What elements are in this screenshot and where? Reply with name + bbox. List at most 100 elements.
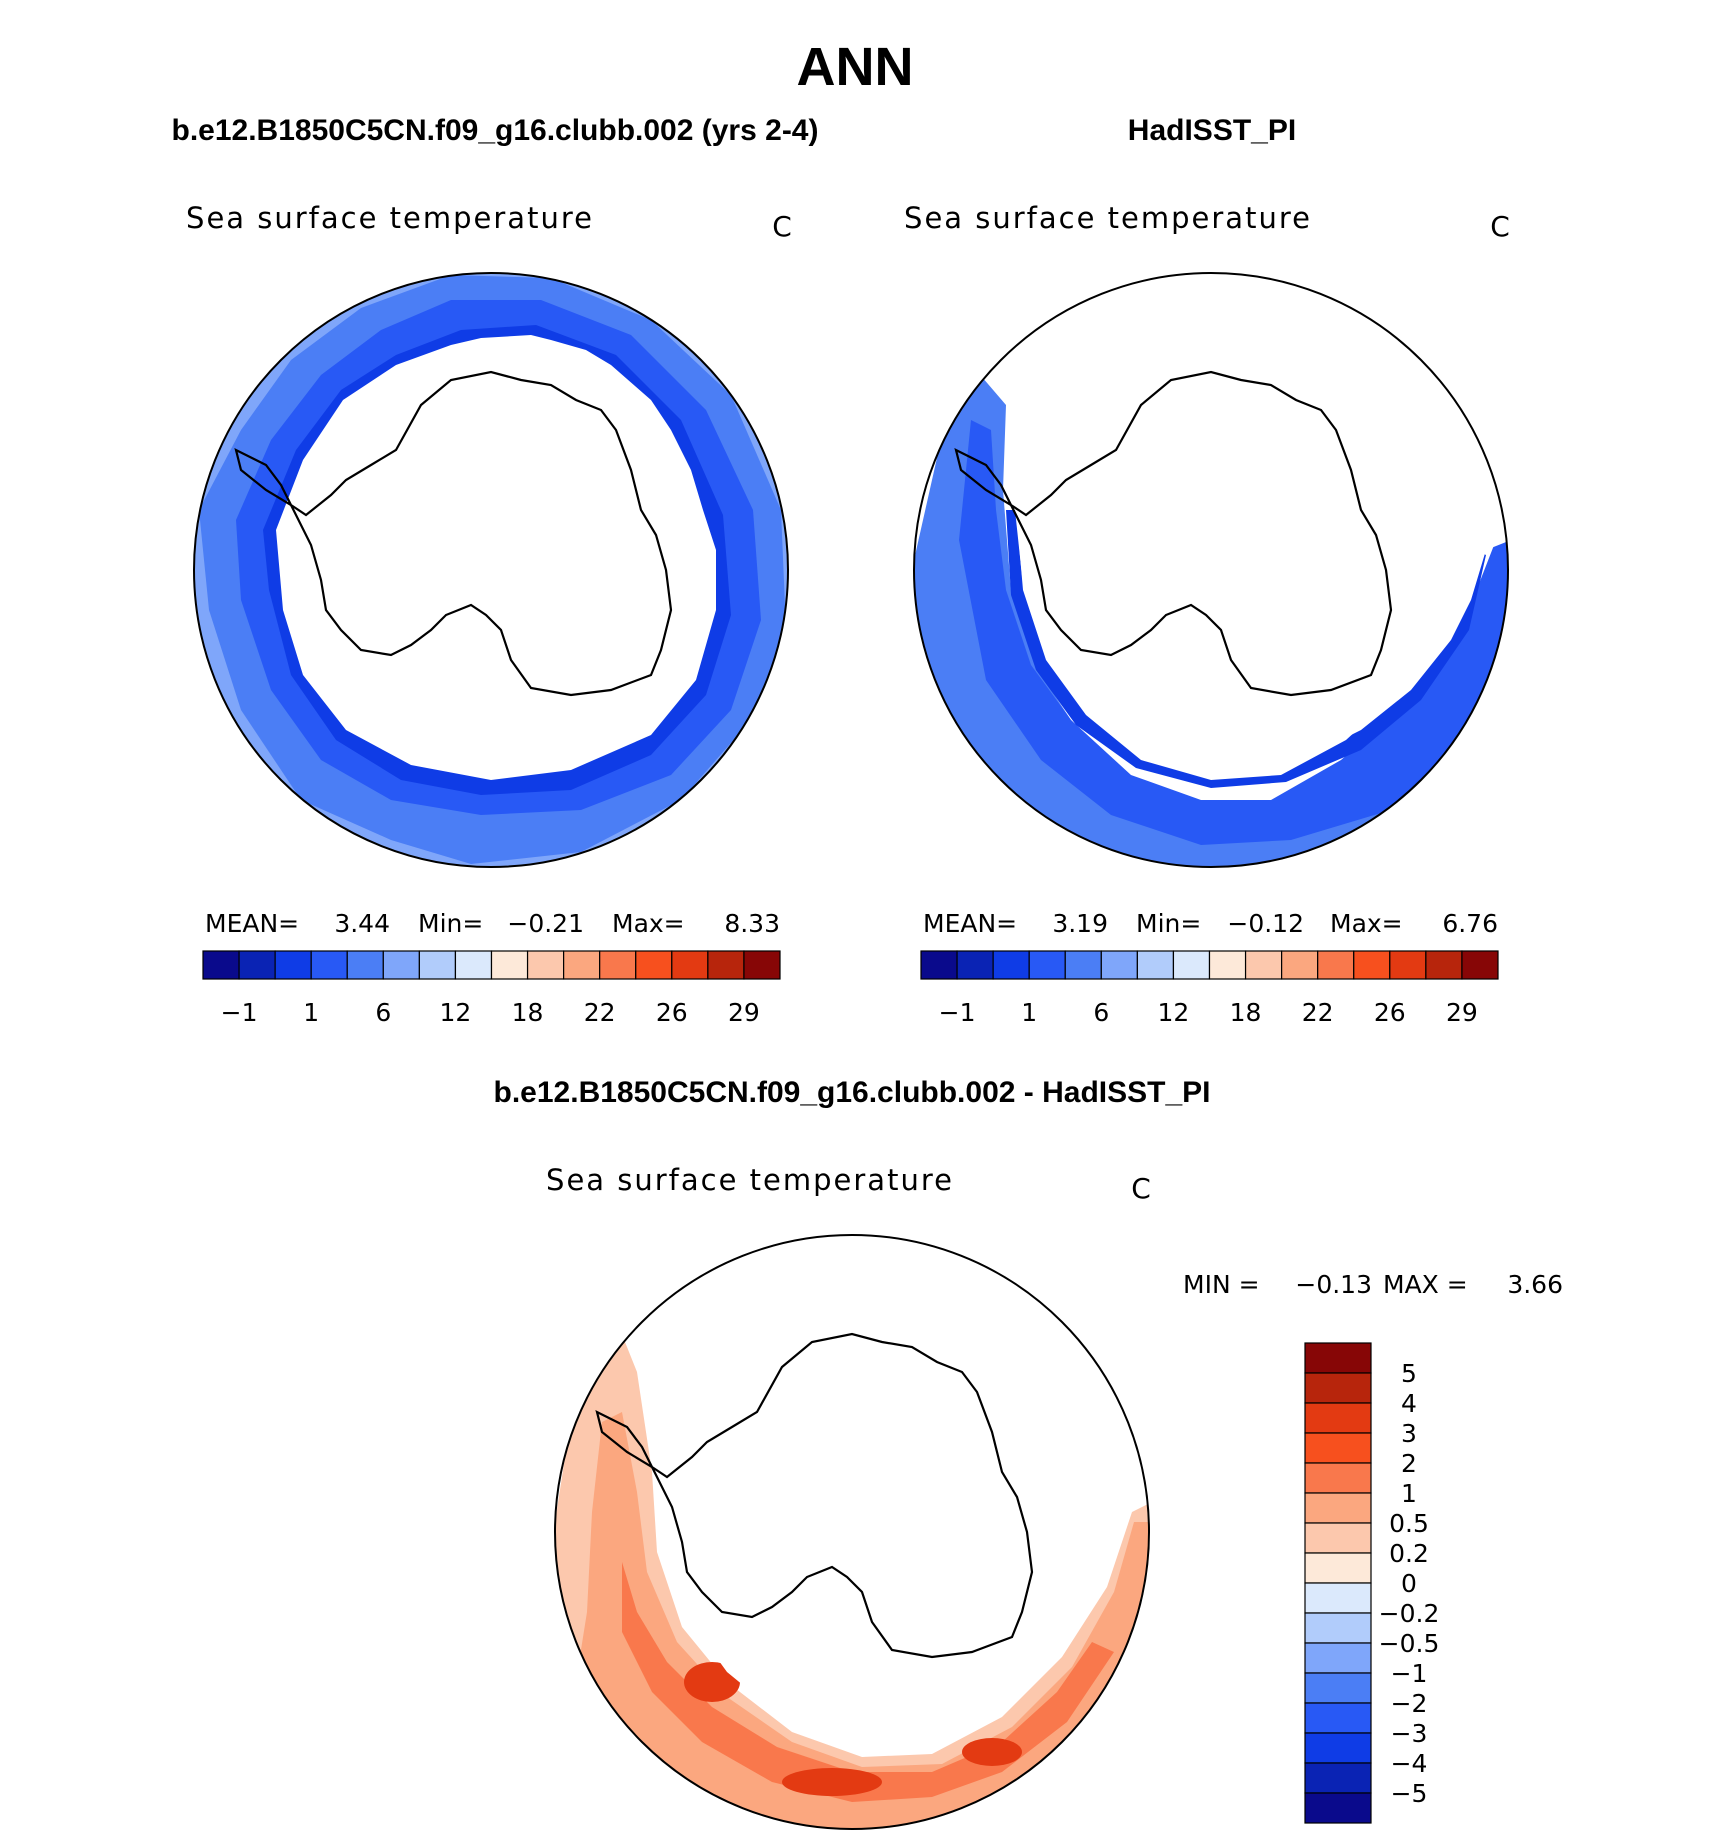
model-colorbar-swatch xyxy=(671,950,709,980)
obs-case-label: HadISST_PI xyxy=(1128,114,1296,147)
diff-map-hot-spot-south xyxy=(782,1768,882,1796)
diff-minmax: MIN = −0.13 MAX = 3.66 xyxy=(1183,1270,1563,1299)
diff-colorbar-tick-label: 3 xyxy=(1401,1419,1417,1448)
obs-max-value: 6.76 xyxy=(1442,909,1498,938)
obs-mean-label: MEAN= xyxy=(923,909,1017,938)
obs-colorbar-swatch xyxy=(1100,950,1138,980)
diff-colorbar-swatch xyxy=(1304,1762,1372,1794)
model-colorbar-swatch xyxy=(238,950,276,980)
model-mean-value: 3.44 xyxy=(334,909,390,938)
model-colorbar-tick-label: 6 xyxy=(375,998,391,1027)
model-units: C xyxy=(772,210,792,243)
diff-colorbar-swatch xyxy=(1304,1432,1372,1464)
model-map xyxy=(193,272,789,868)
obs-colorbar-swatch xyxy=(1281,950,1319,980)
obs-colorbar-swatch xyxy=(1317,950,1355,980)
diff-map-strong-field xyxy=(622,1562,1114,1802)
diff-colorbar-swatch xyxy=(1304,1612,1372,1644)
model-colorbar-tick-label: 18 xyxy=(512,998,544,1027)
model-colorbar-swatch xyxy=(202,950,240,980)
diff-colorbar-tick-label: 0.5 xyxy=(1389,1509,1429,1538)
obs-colorbar-tick-label: 18 xyxy=(1230,998,1262,1027)
model-colorbar-tick-label: 26 xyxy=(656,998,688,1027)
model-colorbar-swatch xyxy=(599,950,637,980)
obs-colorbar-tick-label: 26 xyxy=(1374,998,1406,1027)
diff-min-label: MIN = xyxy=(1183,1270,1260,1299)
obs-variable-title: Sea surface temperature xyxy=(904,201,1312,235)
obs-colorbar-tick-label: 6 xyxy=(1093,998,1109,1027)
diff-map-boundary xyxy=(554,1234,1150,1830)
obs-colorbar-swatch xyxy=(1172,950,1211,980)
model-colorbar-tick-label: 12 xyxy=(440,998,472,1027)
model-colorbar-swatch xyxy=(382,950,420,980)
diff-colorbar-tick-label: 1 xyxy=(1401,1479,1417,1508)
model-mean-label: MEAN= xyxy=(205,909,299,938)
model-colorbar-swatch xyxy=(563,950,601,980)
model-colorbar-swatch xyxy=(707,950,745,980)
diff-colorbar-swatch xyxy=(1304,1462,1372,1494)
model-colorbar-swatch xyxy=(310,950,348,980)
diff-colorbar-swatch xyxy=(1304,1792,1372,1824)
diff-colorbar-swatch xyxy=(1304,1492,1372,1524)
diff-colorbar-tick-label: −0.2 xyxy=(1379,1599,1440,1628)
model-colorbar-tick-label: 29 xyxy=(728,998,760,1027)
diff-max-label: MAX = xyxy=(1383,1270,1468,1299)
model-map-sea-ice-mask xyxy=(276,335,716,780)
diff-colorbar-tick-label: 5 xyxy=(1401,1359,1417,1388)
model-max-label: Max= xyxy=(612,909,685,938)
diff-colorbar-swatch xyxy=(1304,1402,1372,1434)
model-colorbar-tick-label: 1 xyxy=(303,998,319,1027)
model-max-value: 8.33 xyxy=(724,909,780,938)
model-colorbar-swatch xyxy=(454,950,493,980)
obs-units: C xyxy=(1490,210,1510,243)
obs-colorbar-tick-label: 22 xyxy=(1302,998,1334,1027)
obs-colorbar-tick-label: −1 xyxy=(939,998,976,1027)
diff-colorbar-tick-label: 2 xyxy=(1401,1449,1417,1478)
diff-colorbar-swatch xyxy=(1304,1582,1372,1614)
model-colorbar-swatch xyxy=(274,950,312,980)
obs-colorbar: −1 1 6 12 18 22 26 29 xyxy=(920,950,1499,1027)
diff-map-masked-region xyxy=(642,1235,1149,1737)
obs-min-label: Min= xyxy=(1136,909,1201,938)
diff-colorbar-tick-label: −0.5 xyxy=(1379,1629,1440,1658)
diff-map-hot-spot-southeast xyxy=(962,1738,1022,1766)
obs-map-boundary xyxy=(913,272,1509,868)
obs-colorbar-swatch xyxy=(1389,950,1427,980)
obs-colorbar-swatch xyxy=(1353,950,1391,980)
diff-colorbar-swatch xyxy=(1304,1702,1372,1734)
diff-variable-title: Sea surface temperature xyxy=(546,1163,954,1197)
diff-colorbar-swatch xyxy=(1304,1672,1372,1704)
obs-mean-value: 3.19 xyxy=(1052,909,1108,938)
diff-colorbar-tick-label: 0 xyxy=(1401,1569,1417,1598)
model-colorbar-swatch xyxy=(346,950,384,980)
diff-colorbar-tick-label: −4 xyxy=(1391,1749,1428,1778)
obs-colorbar-swatch xyxy=(1244,950,1283,980)
obs-colorbar-swatch xyxy=(956,950,994,980)
diff-colorbar-tick-label: −5 xyxy=(1391,1779,1428,1808)
diff-units: C xyxy=(1131,1172,1151,1205)
model-colorbar-swatch xyxy=(743,950,781,980)
obs-colorbar-tick-label: 29 xyxy=(1446,998,1478,1027)
model-case-label: b.e12.B1850C5CN.f09_g16.clubb.002 (yrs 2… xyxy=(172,114,819,147)
model-stats: MEAN= 3.44 Min= −0.21 Max= 8.33 xyxy=(205,909,780,938)
diff-colorbar-tick-label: −3 xyxy=(1391,1719,1428,1748)
model-colorbar-swatch xyxy=(526,950,565,980)
obs-colorbar-swatch xyxy=(992,950,1030,980)
diff-colorbar-swatch xyxy=(1304,1552,1372,1584)
model-colorbar-tick-label: 22 xyxy=(584,998,616,1027)
diff-colorbar-swatch xyxy=(1304,1642,1372,1674)
obs-stats: MEAN= 3.19 Min= −0.12 Max= 6.76 xyxy=(923,909,1498,938)
obs-map xyxy=(913,272,1509,868)
model-variable-title: Sea surface temperature xyxy=(186,201,594,235)
obs-colorbar-swatch xyxy=(1461,950,1499,980)
obs-map-antarctica-coastline xyxy=(954,370,1393,697)
diff-colorbar-swatch xyxy=(1304,1732,1372,1764)
obs-colorbar-tick-label: 12 xyxy=(1158,998,1190,1027)
obs-min-value: −0.12 xyxy=(1227,909,1304,938)
model-colorbar-tick-label: −1 xyxy=(221,998,258,1027)
model-colorbar-swatch xyxy=(418,950,457,980)
model-min-value: −0.21 xyxy=(507,909,584,938)
obs-colorbar-swatch xyxy=(1425,950,1463,980)
